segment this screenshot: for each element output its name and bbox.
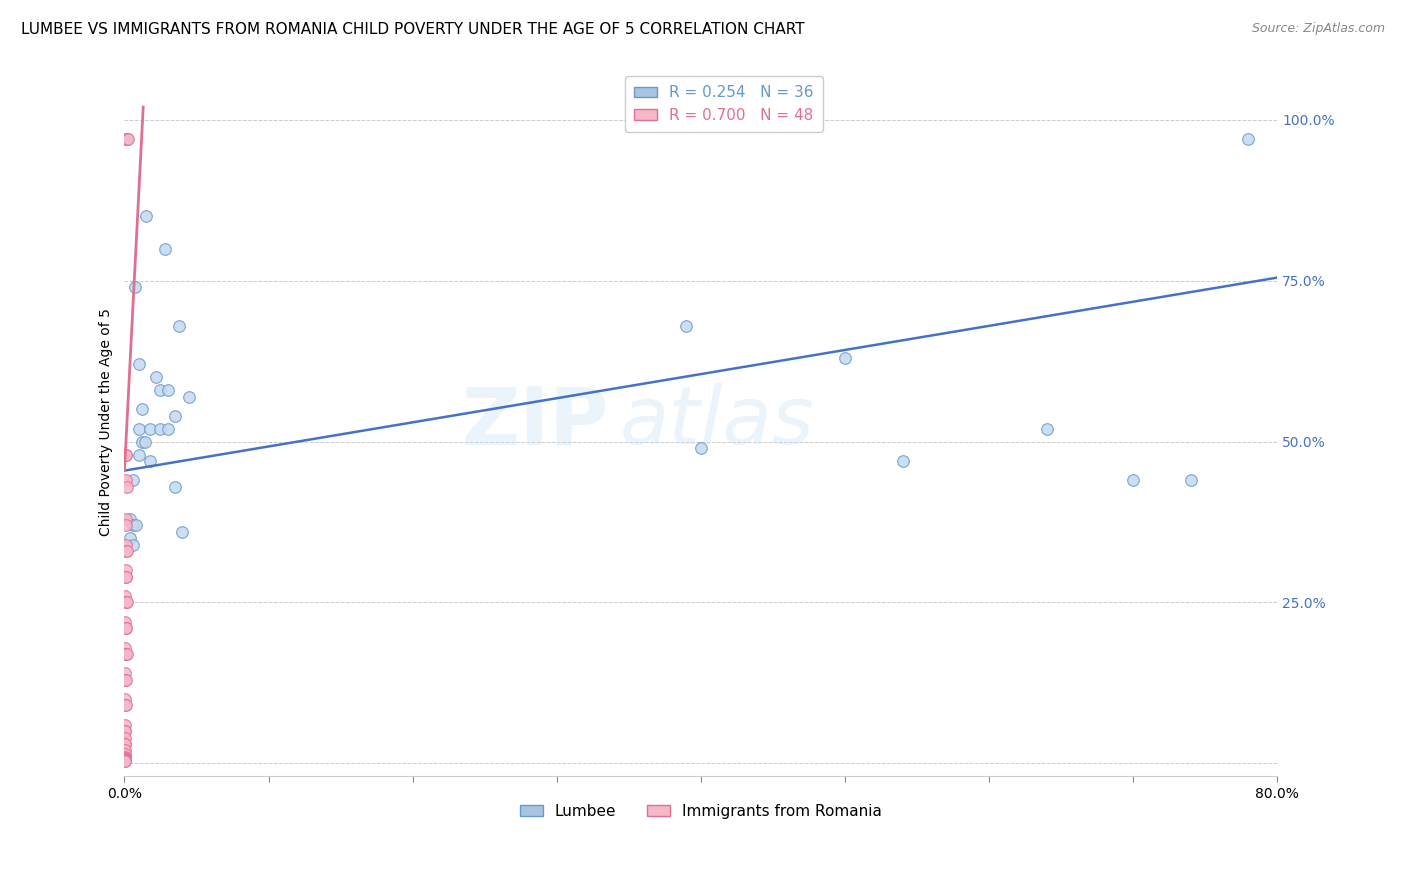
Point [139,422,162,436]
Point [115,595,138,609]
Point [115,570,138,584]
Point [114,698,136,713]
Point [124,280,146,294]
Point [149,383,172,397]
Point [163,480,186,494]
Point [131,402,153,417]
Point [114,752,136,766]
Point [114,747,136,761]
Point [114,751,136,765]
Point [114,717,136,731]
Point [114,666,136,681]
Point [114,512,136,526]
Text: LUMBEE VS IMMIGRANTS FROM ROMANIA CHILD POVERTY UNDER THE AGE OF 5 CORRELATION C: LUMBEE VS IMMIGRANTS FROM ROMANIA CHILD … [21,22,804,37]
Point [891,454,914,468]
Point [117,132,139,146]
Point [120,512,142,526]
Point [114,753,136,767]
Point [1180,473,1202,487]
Point [114,538,136,552]
Point [114,752,136,766]
Point [1122,473,1144,487]
Point [114,724,136,739]
Point [114,673,136,687]
Point [114,724,136,739]
Point [149,422,172,436]
Point [128,358,150,372]
Point [114,698,136,713]
Point [163,409,186,423]
Point [115,544,138,558]
Point [1237,132,1260,146]
Point [172,524,194,539]
Point [114,615,136,629]
Point [114,692,136,706]
Point [114,647,136,661]
Point [114,563,136,577]
Point [114,755,136,769]
Point [131,434,153,449]
Point [115,480,138,494]
Legend: Lumbee, Immigrants from Romania: Lumbee, Immigrants from Romania [513,798,889,825]
Point [167,318,190,333]
Point [135,210,157,224]
Point [114,750,136,764]
Point [114,448,136,462]
Point [834,351,856,365]
Point [689,441,711,455]
Point [125,518,148,533]
Point [156,383,179,397]
Point [156,422,179,436]
Point [1035,422,1057,436]
Point [115,647,138,661]
Point [115,621,138,635]
Point [115,544,138,558]
Point [114,589,136,603]
Point [122,538,145,552]
Point [128,448,150,462]
Point [179,390,201,404]
Point [115,570,138,584]
Point [114,621,136,635]
Point [114,754,136,768]
Point [115,448,138,462]
Point [115,132,138,146]
Point [115,518,138,533]
Point [134,434,156,449]
Point [114,595,136,609]
Point [128,422,150,436]
Point [114,673,136,687]
Point [114,743,136,757]
Point [153,242,176,256]
Point [114,132,136,146]
Point [114,731,136,745]
Point [117,132,139,146]
Text: atlas: atlas [620,384,815,461]
Text: ZIP: ZIP [461,384,609,461]
Point [114,737,136,751]
Point [675,318,697,333]
Point [115,595,138,609]
Point [145,370,167,384]
Point [115,647,138,661]
Point [139,454,162,468]
Point [114,473,136,487]
Text: Source: ZipAtlas.com: Source: ZipAtlas.com [1251,22,1385,36]
Point [122,473,145,487]
Point [114,737,136,751]
Point [120,531,142,545]
Point [122,518,145,533]
Point [114,640,136,655]
Point [117,132,139,146]
Y-axis label: Child Poverty Under the Age of 5: Child Poverty Under the Age of 5 [100,309,114,536]
